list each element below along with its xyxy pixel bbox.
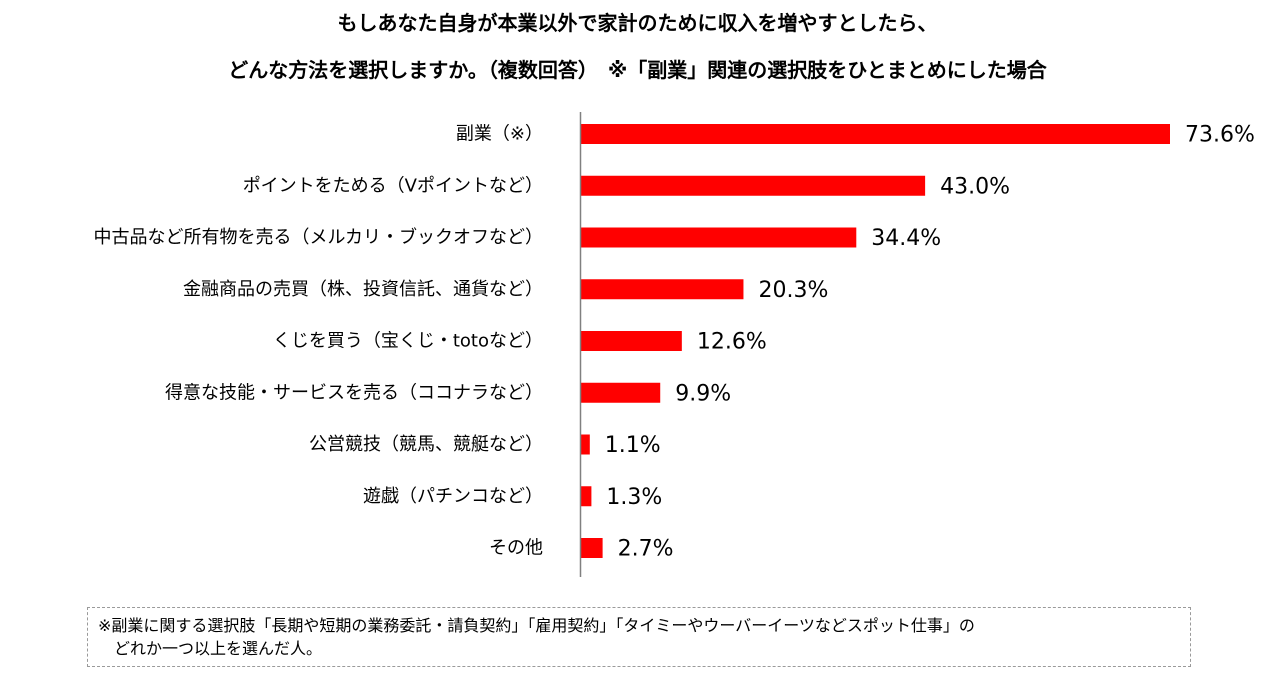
- bar: [581, 331, 682, 351]
- category-label: 公営競技（競馬、競艇など）: [309, 434, 543, 455]
- data-label: 73.6%: [1185, 123, 1255, 148]
- data-label: 43.0%: [940, 174, 1010, 199]
- category-label: 金融商品の売買（株、投資信託、通貨など）: [183, 279, 543, 300]
- footnote-box: ※副業に関する選択肢「長期や短期の業務委託・請負契約」「雇用契約」「タイミーやウ…: [87, 607, 1191, 667]
- data-label: 34.4%: [871, 226, 941, 251]
- chart-title-line-2: どんな方法を選択しますか。（複数回答） ※「副業」関連の選択肢をひとまとめにした…: [228, 58, 1047, 82]
- bar: [581, 124, 1170, 144]
- data-label: 12.6%: [697, 330, 767, 355]
- category-label: 遊戯（パチンコなど）: [363, 486, 543, 507]
- footnote-line-1: ※副業に関する選択肢「長期や短期の業務委託・請負契約」「雇用契約」「タイミーやウ…: [98, 616, 975, 635]
- category-label: 中古品など所有物を売る（メルカリ・ブックオフなど）: [94, 226, 543, 248]
- category-label: 得意な技能・サービスを売る（ココナラなど）: [165, 382, 543, 403]
- bar: [581, 382, 661, 403]
- bars-layer: 副業（※） 73.6% ポイントをためる（Vポイントなど） 43.0% 中古品など所有物…: [94, 123, 1255, 562]
- bar: [581, 175, 926, 196]
- bar: [581, 538, 603, 558]
- data-label: 2.7%: [618, 537, 674, 562]
- bar: [581, 227, 857, 248]
- data-label: 1.1%: [605, 433, 661, 458]
- data-label: 9.9%: [675, 381, 731, 406]
- data-label: 20.3%: [758, 278, 828, 303]
- footnote-line-2: どれか一つ以上を選んだ人。: [114, 639, 323, 658]
- chart-title-line-1: もしあなた自身が本業以外で家計のために収入を増やすとしたら、: [337, 11, 938, 35]
- category-label: くじを買う（宝くじ・totoなど）: [273, 331, 543, 352]
- bar: [581, 279, 744, 300]
- category-label: ポイントをためる（Vポイントなど）: [243, 175, 543, 196]
- bar: [581, 434, 590, 455]
- category-label: その他: [489, 538, 543, 559]
- bar-chart: 副業（※） 73.6% ポイントをためる（Vポイントなど） 43.0% 中古品など所有物…: [94, 112, 1255, 577]
- bar: [581, 486, 592, 507]
- category-label: 副業（※）: [456, 124, 543, 145]
- data-label: 1.3%: [606, 485, 662, 510]
